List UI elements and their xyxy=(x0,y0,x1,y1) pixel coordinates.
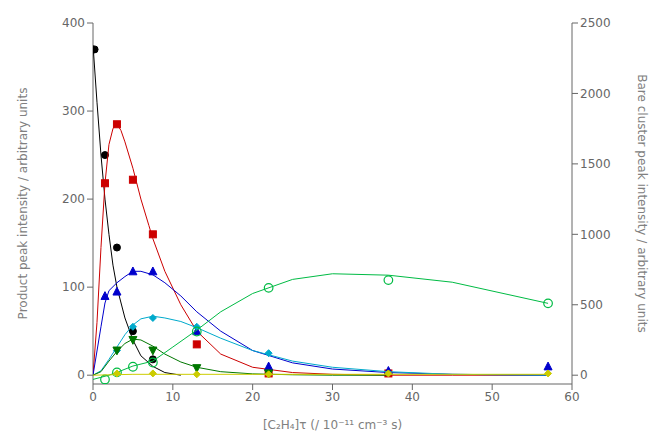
svg-text:[C₂H₄]τ (/ 10⁻¹¹ cm⁻³ s): [C₂H₄]τ (/ 10⁻¹¹ cm⁻³ s) xyxy=(263,418,402,432)
svg-text:0: 0 xyxy=(580,368,588,382)
svg-text:50: 50 xyxy=(485,390,500,404)
svg-text:0: 0 xyxy=(77,368,85,382)
svg-text:0: 0 xyxy=(89,390,97,404)
svg-text:40: 40 xyxy=(405,390,420,404)
svg-text:Product peak intensity / arbit: Product peak intensity / arbitrary units xyxy=(16,88,30,320)
svg-text:1500: 1500 xyxy=(580,157,611,171)
svg-text:500: 500 xyxy=(580,298,603,312)
svg-text:300: 300 xyxy=(62,104,85,118)
svg-text:30: 30 xyxy=(325,390,340,404)
svg-text:200: 200 xyxy=(62,192,85,206)
svg-text:10: 10 xyxy=(165,390,180,404)
svg-text:20: 20 xyxy=(245,390,260,404)
svg-text:60: 60 xyxy=(564,390,579,404)
svg-text:400: 400 xyxy=(62,16,85,30)
svg-text:100: 100 xyxy=(62,280,85,294)
svg-text:2000: 2000 xyxy=(580,87,611,101)
svg-text:2500: 2500 xyxy=(580,16,611,30)
svg-text:Bare cluster peak intensity /: Bare cluster peak intensity / arbitrary … xyxy=(635,74,649,332)
svg-text:1000: 1000 xyxy=(580,228,611,242)
